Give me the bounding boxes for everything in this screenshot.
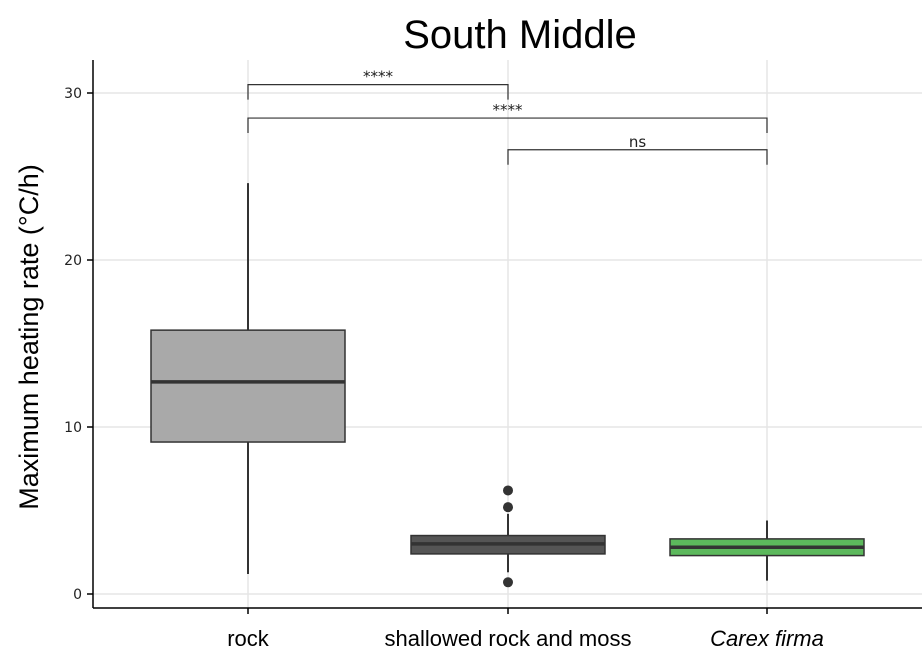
y-tick-label: 10 — [64, 420, 82, 436]
x-tick-label: shallowed rock and moss — [384, 626, 631, 651]
bracket-line — [247, 84, 509, 100]
significance-label: **** — [493, 101, 524, 119]
bracket-line — [507, 149, 768, 165]
box-3 — [669, 520, 865, 581]
axes: 0 10 20 30 rock shallowed rock and moss Carex … — [64, 60, 922, 651]
box-2 — [410, 485, 606, 588]
iqr-box — [150, 329, 346, 443]
chart-title: South Middle — [403, 13, 636, 57]
comparison-bracket: ns — [507, 133, 768, 165]
outlier-point — [503, 485, 513, 496]
box-1 — [150, 183, 346, 574]
bracket-line — [247, 117, 768, 134]
y-tick-label: 20 — [64, 253, 82, 269]
y-tick-label: 0 — [73, 587, 82, 603]
y-tick-label: 30 — [64, 86, 82, 102]
x-tick-label: rock — [227, 626, 270, 651]
boxes — [150, 183, 865, 588]
x-tick-label: Carex firma — [710, 626, 824, 651]
significance-label: **** — [363, 68, 394, 86]
outlier-point — [503, 502, 513, 513]
y-axis-label: Maximum heating rate (°C/h) — [14, 164, 44, 509]
outlier-point — [503, 577, 513, 588]
significance-label: ns — [629, 133, 647, 151]
significance-brackets: **** **** ns — [247, 68, 768, 165]
comparison-bracket: **** — [247, 101, 768, 134]
comparison-bracket: **** — [247, 68, 509, 100]
